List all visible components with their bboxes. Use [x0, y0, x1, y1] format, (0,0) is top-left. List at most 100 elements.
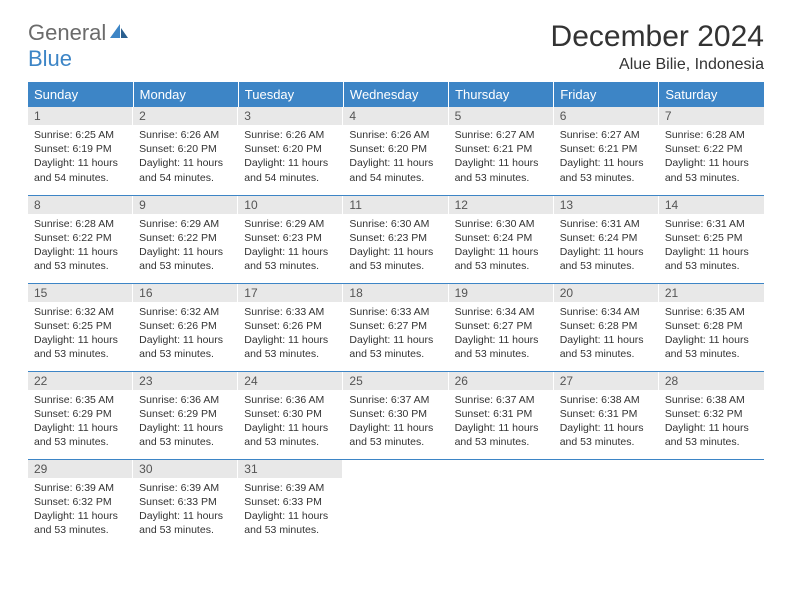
- day-number: 29: [28, 460, 133, 478]
- day-content: Sunrise: 6:32 AMSunset: 6:26 PMDaylight:…: [133, 302, 238, 368]
- day-cell: 2Sunrise: 6:26 AMSunset: 6:20 PMDaylight…: [133, 107, 238, 195]
- day-cell: 10Sunrise: 6:29 AMSunset: 6:23 PMDayligh…: [238, 195, 343, 283]
- day-number: 13: [554, 196, 659, 214]
- day-cell: 22Sunrise: 6:35 AMSunset: 6:29 PMDayligh…: [28, 371, 133, 459]
- day-number: 26: [449, 372, 554, 390]
- day-cell: 8Sunrise: 6:28 AMSunset: 6:22 PMDaylight…: [28, 195, 133, 283]
- day-content: Sunrise: 6:35 AMSunset: 6:29 PMDaylight:…: [28, 390, 133, 456]
- day-content: Sunrise: 6:31 AMSunset: 6:25 PMDaylight:…: [659, 214, 764, 280]
- weekday-header: Wednesday: [343, 82, 448, 107]
- day-content: Sunrise: 6:34 AMSunset: 6:27 PMDaylight:…: [449, 302, 554, 368]
- day-cell: 27Sunrise: 6:38 AMSunset: 6:31 PMDayligh…: [554, 371, 659, 459]
- day-number: 22: [28, 372, 133, 390]
- title-block: December 2024 Alue Bilie, Indonesia: [551, 20, 764, 74]
- day-number: 17: [238, 284, 343, 302]
- day-content: Sunrise: 6:39 AMSunset: 6:33 PMDaylight:…: [133, 478, 238, 544]
- day-cell: 18Sunrise: 6:33 AMSunset: 6:27 PMDayligh…: [343, 283, 448, 371]
- day-number: 7: [659, 107, 764, 125]
- day-number: 9: [133, 196, 238, 214]
- day-content: Sunrise: 6:37 AMSunset: 6:30 PMDaylight:…: [343, 390, 448, 456]
- day-cell: 31Sunrise: 6:39 AMSunset: 6:33 PMDayligh…: [238, 459, 343, 547]
- day-cell: 4Sunrise: 6:26 AMSunset: 6:20 PMDaylight…: [343, 107, 448, 195]
- day-number: 15: [28, 284, 133, 302]
- day-cell: 17Sunrise: 6:33 AMSunset: 6:26 PMDayligh…: [238, 283, 343, 371]
- day-number: 2: [133, 107, 238, 125]
- header: General Blue December 2024 Alue Bilie, I…: [28, 20, 764, 74]
- day-cell: 12Sunrise: 6:30 AMSunset: 6:24 PMDayligh…: [449, 195, 554, 283]
- day-cell: 9Sunrise: 6:29 AMSunset: 6:22 PMDaylight…: [133, 195, 238, 283]
- day-content: Sunrise: 6:39 AMSunset: 6:33 PMDaylight:…: [238, 478, 343, 544]
- day-cell: 19Sunrise: 6:34 AMSunset: 6:27 PMDayligh…: [449, 283, 554, 371]
- logo-text-general: General: [28, 20, 106, 45]
- day-content: Sunrise: 6:31 AMSunset: 6:24 PMDaylight:…: [554, 214, 659, 280]
- day-content: Sunrise: 6:34 AMSunset: 6:28 PMDaylight:…: [554, 302, 659, 368]
- day-cell: 21Sunrise: 6:35 AMSunset: 6:28 PMDayligh…: [659, 283, 764, 371]
- day-number: 23: [133, 372, 238, 390]
- day-cell: 15Sunrise: 6:32 AMSunset: 6:25 PMDayligh…: [28, 283, 133, 371]
- day-number: 4: [343, 107, 448, 125]
- day-content: Sunrise: 6:26 AMSunset: 6:20 PMDaylight:…: [343, 125, 448, 191]
- day-content: Sunrise: 6:36 AMSunset: 6:30 PMDaylight:…: [238, 390, 343, 456]
- day-number: 30: [133, 460, 238, 478]
- day-content: Sunrise: 6:32 AMSunset: 6:25 PMDaylight:…: [28, 302, 133, 368]
- day-cell: 20Sunrise: 6:34 AMSunset: 6:28 PMDayligh…: [554, 283, 659, 371]
- day-number: 28: [659, 372, 764, 390]
- day-number: 19: [449, 284, 554, 302]
- day-content: Sunrise: 6:39 AMSunset: 6:32 PMDaylight:…: [28, 478, 133, 544]
- day-content: Sunrise: 6:26 AMSunset: 6:20 PMDaylight:…: [133, 125, 238, 191]
- day-cell: 14Sunrise: 6:31 AMSunset: 6:25 PMDayligh…: [659, 195, 764, 283]
- weekday-header: Tuesday: [238, 82, 343, 107]
- location: Alue Bilie, Indonesia: [551, 56, 764, 74]
- weekday-row: SundayMondayTuesdayWednesdayThursdayFrid…: [28, 82, 764, 107]
- day-content: Sunrise: 6:35 AMSunset: 6:28 PMDaylight:…: [659, 302, 764, 368]
- week-row: 29Sunrise: 6:39 AMSunset: 6:32 PMDayligh…: [28, 459, 764, 547]
- weekday-header: Monday: [133, 82, 238, 107]
- logo-text-blue: Blue: [28, 46, 72, 71]
- day-content: Sunrise: 6:25 AMSunset: 6:19 PMDaylight:…: [28, 125, 133, 191]
- calendar-page: General Blue December 2024 Alue Bilie, I…: [0, 0, 792, 567]
- day-content: Sunrise: 6:30 AMSunset: 6:24 PMDaylight:…: [449, 214, 554, 280]
- day-number: 11: [343, 196, 448, 214]
- day-cell: 23Sunrise: 6:36 AMSunset: 6:29 PMDayligh…: [133, 371, 238, 459]
- day-cell: 30Sunrise: 6:39 AMSunset: 6:33 PMDayligh…: [133, 459, 238, 547]
- day-number: 14: [659, 196, 764, 214]
- day-number: 10: [238, 196, 343, 214]
- day-number: 12: [449, 196, 554, 214]
- day-cell: 3Sunrise: 6:26 AMSunset: 6:20 PMDaylight…: [238, 107, 343, 195]
- sail-icon: [108, 22, 130, 45]
- logo: General Blue: [28, 20, 130, 72]
- day-cell: 6Sunrise: 6:27 AMSunset: 6:21 PMDaylight…: [554, 107, 659, 195]
- week-row: 15Sunrise: 6:32 AMSunset: 6:25 PMDayligh…: [28, 283, 764, 371]
- day-number: 31: [238, 460, 343, 478]
- calendar-body: 1Sunrise: 6:25 AMSunset: 6:19 PMDaylight…: [28, 107, 764, 547]
- day-number: 5: [449, 107, 554, 125]
- day-number: 3: [238, 107, 343, 125]
- day-content: Sunrise: 6:33 AMSunset: 6:27 PMDaylight:…: [343, 302, 448, 368]
- day-content: Sunrise: 6:37 AMSunset: 6:31 PMDaylight:…: [449, 390, 554, 456]
- day-number: 8: [28, 196, 133, 214]
- day-content: Sunrise: 6:36 AMSunset: 6:29 PMDaylight:…: [133, 390, 238, 456]
- day-cell: 16Sunrise: 6:32 AMSunset: 6:26 PMDayligh…: [133, 283, 238, 371]
- day-number: 1: [28, 107, 133, 125]
- weekday-header: Thursday: [449, 82, 554, 107]
- week-row: 22Sunrise: 6:35 AMSunset: 6:29 PMDayligh…: [28, 371, 764, 459]
- day-number: 24: [238, 372, 343, 390]
- day-cell: 26Sunrise: 6:37 AMSunset: 6:31 PMDayligh…: [449, 371, 554, 459]
- day-content: Sunrise: 6:38 AMSunset: 6:32 PMDaylight:…: [659, 390, 764, 456]
- week-row: 8Sunrise: 6:28 AMSunset: 6:22 PMDaylight…: [28, 195, 764, 283]
- day-content: Sunrise: 6:29 AMSunset: 6:23 PMDaylight:…: [238, 214, 343, 280]
- day-number: 27: [554, 372, 659, 390]
- day-content: Sunrise: 6:26 AMSunset: 6:20 PMDaylight:…: [238, 125, 343, 191]
- month-title: December 2024: [551, 20, 764, 54]
- day-content: Sunrise: 6:28 AMSunset: 6:22 PMDaylight:…: [659, 125, 764, 191]
- day-cell: [343, 459, 448, 547]
- day-content: Sunrise: 6:29 AMSunset: 6:22 PMDaylight:…: [133, 214, 238, 280]
- day-content: Sunrise: 6:30 AMSunset: 6:23 PMDaylight:…: [343, 214, 448, 280]
- day-content: Sunrise: 6:27 AMSunset: 6:21 PMDaylight:…: [554, 125, 659, 191]
- day-cell: 5Sunrise: 6:27 AMSunset: 6:21 PMDaylight…: [449, 107, 554, 195]
- day-cell: 29Sunrise: 6:39 AMSunset: 6:32 PMDayligh…: [28, 459, 133, 547]
- day-content: Sunrise: 6:33 AMSunset: 6:26 PMDaylight:…: [238, 302, 343, 368]
- weekday-header: Saturday: [659, 82, 764, 107]
- day-cell: 13Sunrise: 6:31 AMSunset: 6:24 PMDayligh…: [554, 195, 659, 283]
- day-number: 25: [343, 372, 448, 390]
